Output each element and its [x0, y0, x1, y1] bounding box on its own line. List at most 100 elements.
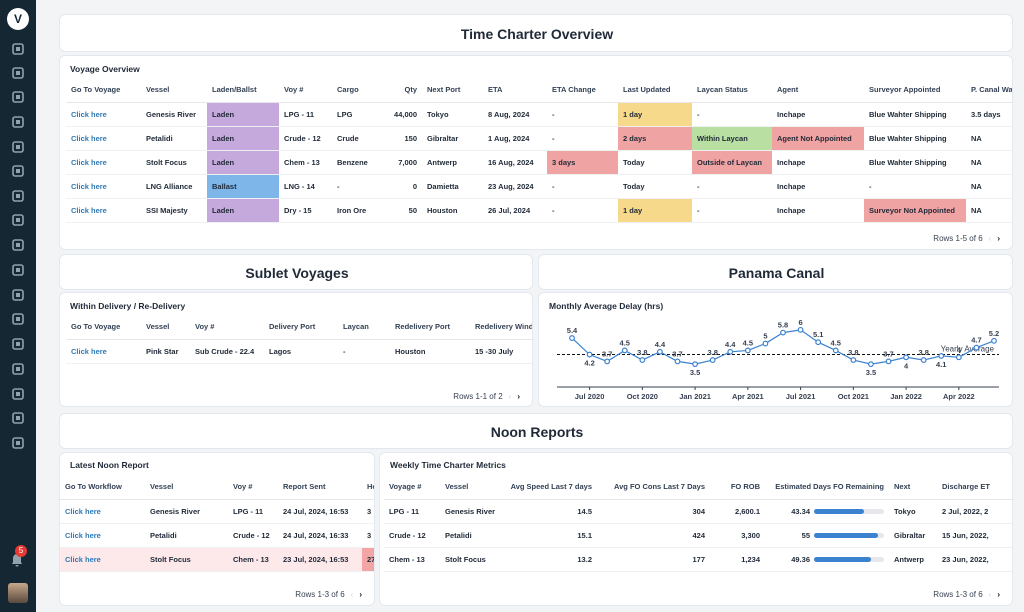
voyage-pager: Rows 1-5 of 6 ‹ ›	[933, 234, 1000, 243]
column-header[interactable]: Voy #	[190, 315, 264, 340]
data-label: 4.5	[620, 338, 630, 347]
table-cell: 15 -30 July	[470, 339, 532, 364]
table-cell: Crude - 12	[279, 126, 332, 151]
users-icon[interactable]	[9, 263, 27, 277]
column-header[interactable]: Surveyor Appointed	[864, 78, 966, 103]
latest-noon-pager: Rows 1-3 of 6 ‹ ›	[295, 590, 362, 599]
click-here-link[interactable]: Click here	[66, 339, 141, 364]
dashboard-icon[interactable]	[9, 42, 27, 56]
table-cell: 23 Jul, 2024, 16:53	[278, 547, 362, 572]
table-cell: 2 Jul, 2022, 2	[937, 499, 1012, 524]
data-label: 5	[763, 332, 767, 341]
table-cell: LPG - 11	[384, 499, 440, 524]
column-header[interactable]: Avg FO Cons Last 7 Days	[597, 475, 710, 500]
column-header[interactable]: Discharge ET	[937, 475, 1012, 500]
click-here-link[interactable]: Click here	[60, 499, 145, 524]
data-label: 3.8	[918, 348, 928, 357]
column-header[interactable]: Voy #	[279, 78, 332, 103]
column-header[interactable]: Laden/Ballst	[207, 78, 279, 103]
noon-title: Noon Reports	[490, 424, 584, 440]
pager-prev-icon[interactable]: ‹	[988, 234, 992, 243]
app-logo[interactable]: V	[7, 8, 29, 30]
column-header[interactable]: P. Canal Waitin	[966, 78, 1012, 103]
table-cell: SSI Majesty	[141, 198, 207, 223]
plug-icon[interactable]	[9, 213, 27, 227]
table-cell: LPG - 11	[279, 102, 332, 127]
data-point	[674, 358, 681, 365]
pager-next-icon[interactable]: ›	[359, 590, 362, 599]
click-here-link[interactable]: Click here	[60, 523, 145, 548]
table-cell: Blue Wahter Shipping	[864, 102, 966, 127]
data-label: 5.8	[778, 321, 788, 330]
column-header[interactable]: Go To Voyage	[66, 78, 141, 103]
click-here-link[interactable]: Click here	[60, 547, 145, 572]
column-header[interactable]: Vessel	[141, 78, 207, 103]
column-header[interactable]: Vessel	[145, 475, 228, 500]
table-cell: -	[864, 174, 966, 199]
column-header[interactable]: Agent	[772, 78, 864, 103]
column-header[interactable]: Laycan Status	[692, 78, 772, 103]
pager-prev-icon[interactable]: ‹	[350, 590, 354, 599]
column-header[interactable]: Avg Speed Last 7 days	[504, 475, 597, 500]
column-header[interactable]: ETA Change	[547, 78, 618, 103]
calculator-icon[interactable]	[9, 362, 27, 376]
table-cell: Stolt Focus	[141, 150, 207, 175]
click-here-link[interactable]: Click here	[66, 198, 141, 223]
pager-next-icon[interactable]: ›	[997, 590, 1000, 599]
column-header[interactable]: Laycan	[338, 315, 390, 340]
table-cell: NA	[966, 198, 1012, 223]
avatar[interactable]	[8, 583, 28, 603]
location-icon[interactable]	[9, 312, 27, 326]
column-header[interactable]: FO ROB	[710, 475, 765, 500]
table-cell: -	[332, 174, 389, 199]
click-here-link[interactable]: Click here	[66, 126, 141, 151]
data-point	[639, 357, 646, 363]
column-header[interactable]: Qty	[389, 78, 422, 103]
tools-icon[interactable]	[9, 436, 27, 450]
click-here-link[interactable]: Click here	[66, 150, 141, 175]
click-here-link[interactable]: Click here	[66, 102, 141, 127]
archive-icon[interactable]	[9, 288, 27, 302]
column-header[interactable]: Hours	[362, 475, 374, 500]
table-cell: Chem - 13	[279, 150, 332, 175]
column-header[interactable]: Voyage #	[384, 475, 440, 500]
column-header[interactable]: Go To Voyage	[66, 315, 141, 340]
pager-next-icon[interactable]: ›	[997, 234, 1000, 243]
route-icon[interactable]	[9, 411, 27, 425]
cube-icon[interactable]	[9, 140, 27, 154]
clipboard-icon[interactable]	[9, 90, 27, 104]
bar-chart-icon[interactable]	[9, 164, 27, 178]
dollar-icon[interactable]	[9, 337, 27, 351]
column-header[interactable]: Go To Workflow	[60, 475, 145, 500]
column-header[interactable]: Next Port	[422, 78, 483, 103]
column-header[interactable]: Vessel	[141, 315, 190, 340]
cart-icon[interactable]	[9, 387, 27, 401]
table-cell: Stolt Focus	[440, 547, 504, 572]
pager-prev-icon[interactable]: ‹	[988, 590, 992, 599]
pager-prev-icon[interactable]: ‹	[508, 392, 512, 401]
click-here-link[interactable]: Click here	[66, 174, 141, 199]
column-header[interactable]: Report Sent	[278, 475, 362, 500]
column-header[interactable]: Redelivery Wind	[470, 315, 532, 340]
column-header[interactable]: Delivery Port	[264, 315, 338, 340]
bell-icon[interactable]	[10, 553, 24, 567]
column-header[interactable]: ETA	[483, 78, 547, 103]
org-chart-icon[interactable]	[9, 115, 27, 129]
column-header[interactable]: Redelivery Port	[390, 315, 470, 340]
pager-next-icon[interactable]: ›	[517, 392, 520, 401]
column-header[interactable]: Last Updated	[618, 78, 692, 103]
x-tick-label: Oct 2020	[627, 392, 658, 401]
table-cell: Agent Not Appointed	[772, 126, 864, 151]
user-icon[interactable]	[9, 238, 27, 252]
column-header[interactable]: Voy #	[228, 475, 278, 500]
table-cell: 1 Aug, 2024	[483, 126, 547, 151]
column-header[interactable]: Vessel	[440, 475, 504, 500]
document-icon[interactable]	[9, 189, 27, 203]
table-row: Click here SSI Majesty Laden Dry - 15 Iron O…	[66, 198, 1012, 223]
sidebar: V 5	[0, 0, 36, 612]
table-row: Click here Pink Star Sub Crude - 22.4 Lagos…	[66, 339, 532, 364]
vessel-icon[interactable]	[9, 66, 27, 80]
column-header[interactable]: Cargo	[332, 78, 389, 103]
column-header[interactable]: Estimated Days FO Remaining	[765, 475, 889, 500]
column-header[interactable]: Next	[889, 475, 937, 500]
